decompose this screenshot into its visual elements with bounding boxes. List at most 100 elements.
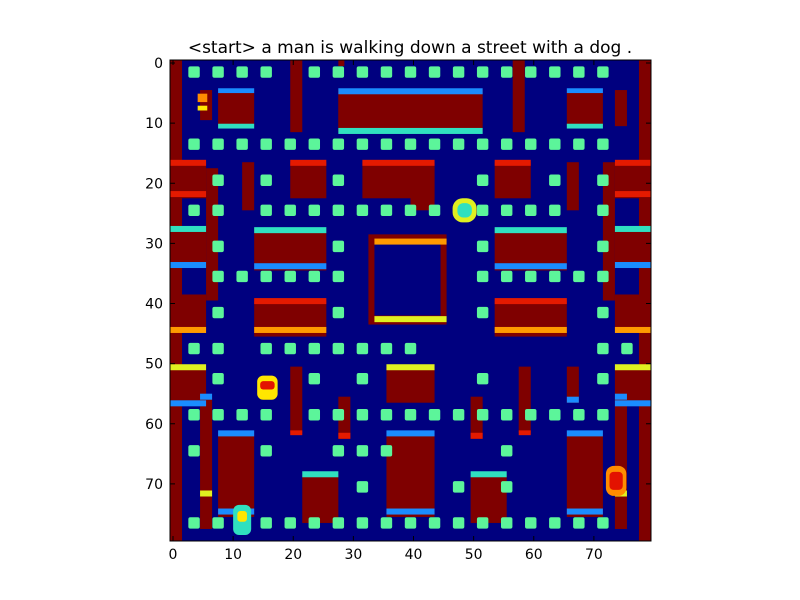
pellet <box>308 372 321 385</box>
pellet <box>212 409 224 421</box>
maze-wall <box>566 366 579 403</box>
wall-edge-highlight <box>362 159 435 166</box>
pellet <box>452 517 465 529</box>
wall-edge-highlight <box>566 396 579 403</box>
pellet <box>549 138 561 150</box>
maze-wall <box>302 474 339 523</box>
pellet <box>573 138 585 150</box>
pellet <box>380 66 393 78</box>
pellet <box>500 445 513 457</box>
game-frame-heatmap <box>170 60 651 541</box>
pellet <box>332 342 345 355</box>
pellet <box>356 481 369 493</box>
maze-wall <box>170 228 207 265</box>
maze-wall <box>614 396 627 529</box>
pellet <box>452 138 465 150</box>
wall-edge-highlight <box>566 123 603 129</box>
pellet <box>380 409 393 421</box>
pellet <box>284 270 296 283</box>
x-axis-ticks: 0 10 20 30 40 50 60 70 <box>169 60 603 563</box>
maze-wall <box>170 294 207 331</box>
bonus-sprite-core <box>197 105 208 111</box>
pellet <box>188 204 200 217</box>
wall-edge-highlight <box>494 227 567 234</box>
pellet <box>212 240 224 253</box>
pellet <box>236 409 248 421</box>
pellet <box>236 270 248 283</box>
wall-edge-highlight <box>170 262 207 269</box>
wall-edge-highlight <box>170 364 207 371</box>
y-tick-label: 20 <box>145 176 163 192</box>
maze-wall <box>338 90 483 133</box>
pellet <box>500 270 513 283</box>
wall-edge-highlight <box>218 430 255 437</box>
pellet <box>380 517 393 529</box>
maze-wall <box>290 60 303 133</box>
pellet <box>308 138 321 150</box>
pellet <box>549 517 561 529</box>
player-sprite-core <box>609 471 623 490</box>
pellet <box>332 174 345 186</box>
pellet <box>476 174 489 186</box>
center-box-interior <box>374 243 441 316</box>
pellet <box>404 342 417 355</box>
y-tick-label: 50 <box>145 357 163 373</box>
pellet <box>549 66 561 78</box>
pellet <box>380 445 393 457</box>
pellet <box>380 342 393 355</box>
y-tick-label: 30 <box>145 236 163 252</box>
pellet <box>188 66 200 78</box>
pellet <box>573 517 585 529</box>
pellet <box>188 445 200 457</box>
y-tick-label: 40 <box>145 297 163 313</box>
maze-wall <box>200 396 213 529</box>
pellet <box>452 481 465 493</box>
pellet <box>284 138 296 150</box>
maze-wall <box>218 90 255 127</box>
pellet <box>549 409 561 421</box>
pellet <box>308 66 321 78</box>
x-tick-label: 10 <box>224 547 242 563</box>
maze-wall <box>386 432 435 517</box>
pellet <box>308 342 321 355</box>
pellet <box>188 409 200 421</box>
maze-wall <box>410 162 435 211</box>
pellet <box>476 138 489 150</box>
pellet <box>260 66 272 78</box>
pellet <box>260 342 272 355</box>
maze-wall <box>470 396 483 439</box>
wall-edge-highlight <box>614 400 651 407</box>
pellet <box>236 66 248 78</box>
wall-edge-highlight <box>470 471 507 478</box>
pellet <box>236 138 248 150</box>
wall-edge-highlight <box>374 316 447 323</box>
pellet <box>476 372 489 385</box>
pellet <box>476 306 489 319</box>
pellet <box>597 372 609 385</box>
pellet <box>428 517 441 529</box>
wall-edge-highlight <box>338 88 483 95</box>
pellet <box>597 409 609 421</box>
pellet <box>212 517 224 529</box>
pellet <box>597 174 609 186</box>
pellet <box>260 270 272 283</box>
pellet <box>212 174 224 186</box>
pellet <box>356 409 369 421</box>
pellet <box>549 174 561 186</box>
maze-wall <box>518 366 531 433</box>
pellet <box>404 138 417 150</box>
pellet <box>332 204 345 217</box>
pellet <box>260 409 272 421</box>
wall-edge-highlight <box>254 263 327 270</box>
wall-edge-highlight <box>290 159 327 166</box>
pellet <box>597 306 609 319</box>
pellet <box>452 409 465 421</box>
maze-wall <box>614 90 627 127</box>
pellet <box>573 66 585 78</box>
pellet <box>332 138 345 150</box>
pellet <box>500 517 513 529</box>
pellet <box>260 174 272 186</box>
y-tick-label: 60 <box>145 417 163 433</box>
wall-edge-highlight <box>614 159 651 166</box>
